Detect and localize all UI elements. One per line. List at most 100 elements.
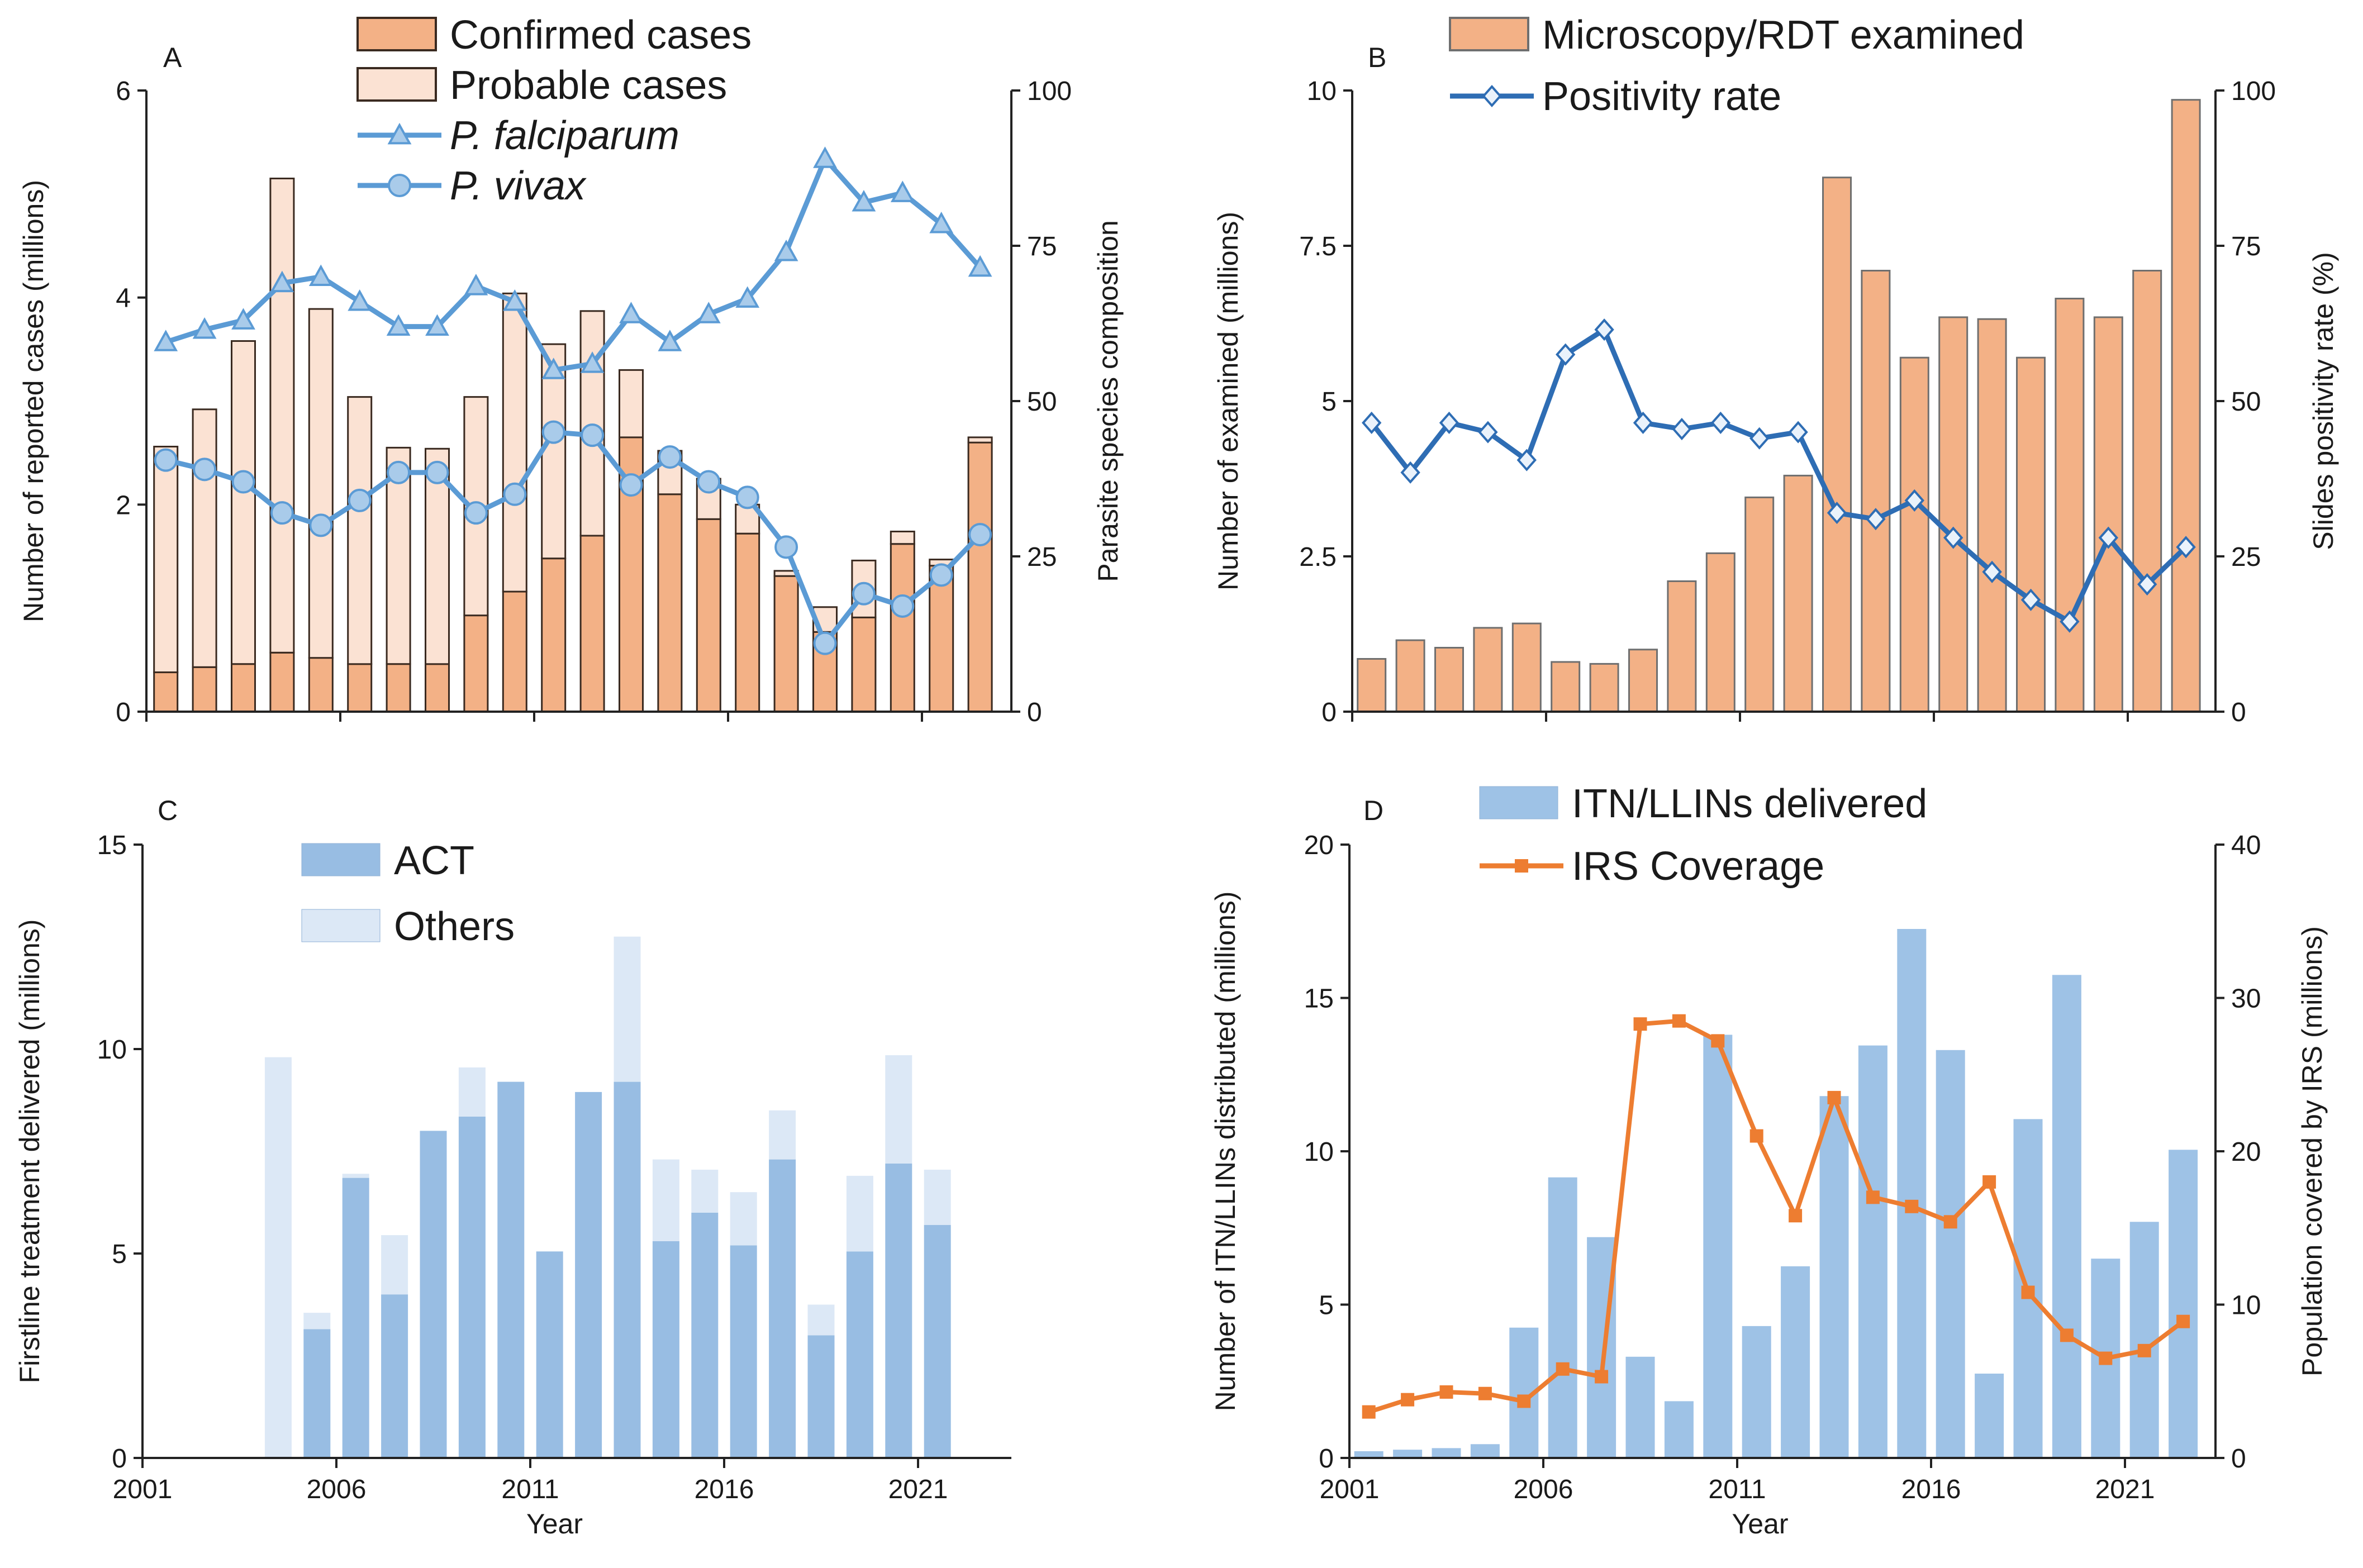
panel-d-right-tick-label: 30	[2231, 984, 2261, 1014]
panel-a-p-falciparum-point	[192, 317, 217, 339]
panel-d-irs-coverage-point	[1982, 1175, 1996, 1189]
panel-b-legend-microscopy-rdt-examined-label: Microscopy/RDT examined	[1542, 13, 2024, 58]
panel-b-positivity-rate-point	[1749, 427, 1770, 450]
panel-b-positivity-rate-point	[2176, 536, 2196, 559]
panel-b-positivity-rate-point	[1710, 411, 1730, 434]
panel-c-act-bar	[458, 1116, 486, 1458]
panel-a-p-falciparum-point	[774, 240, 798, 261]
panel-a-confirmed-cases-bar	[269, 651, 295, 713]
panel-c-others-bar	[769, 1110, 796, 1160]
panel-b-positivity-rate-point	[1827, 502, 1847, 525]
panel-d-x-tick-label: 2021	[2095, 1475, 2155, 1504]
panel-d-left-tick-label: 0	[1319, 1444, 1334, 1474]
panel-a-p-falciparum-point	[231, 308, 255, 330]
panel-c-x-tick-label: 2006	[307, 1475, 367, 1504]
panel-c-act-bar	[614, 1081, 641, 1458]
panel-a-legend-confirmed-cases-label: Confirmed cases	[450, 13, 752, 58]
panel-a-confirmed-cases-bar	[735, 532, 760, 713]
panel-b-right-tick-label: 50	[2231, 387, 2261, 417]
panel-d-itn-llins-delivered-bar	[1548, 1177, 1577, 1458]
panel-c-act-bar	[420, 1131, 447, 1458]
panel-c-x-tick-label: 2001	[113, 1475, 173, 1504]
panel-a-p-vivax-point	[231, 470, 255, 494]
panel-c-others-bar	[342, 1174, 369, 1178]
panel-d-left-tick-label: 10	[1304, 1137, 1334, 1167]
panel-a-confirmed-cases-bar	[696, 518, 721, 713]
panel-a-p-vivax-point	[581, 423, 605, 447]
panel-a-p-vivax-point	[503, 482, 527, 506]
panel-b-left-tick-label: 0	[1321, 698, 1337, 727]
panel-c-others-bar	[885, 1055, 912, 1164]
panel-a-confirmed-cases-bar	[541, 557, 567, 713]
panel-b-microscopy-rdt-examined-bar	[2055, 298, 2085, 713]
panel-a-probable-cases-bar	[502, 292, 527, 593]
panel-d-itn-llins-delivered-bar	[1664, 1401, 1694, 1458]
panel-c-act-bar	[381, 1294, 408, 1458]
panel-d-itn-llins-delivered-bar	[1781, 1266, 1810, 1458]
panel-b-right-tick-label: 0	[2231, 698, 2246, 727]
panel-a-p-vivax-point	[852, 582, 876, 606]
panel-a-p-falciparum-point	[696, 302, 721, 323]
panel-d-itn-llins-delivered-bar	[1393, 1450, 1423, 1458]
panel-a-p-falciparum-point	[735, 286, 760, 308]
panel-d-itn-llins-delivered-bar	[2129, 1222, 2159, 1458]
panel-a-left-tick-label: 6	[116, 77, 131, 106]
panel-a-y-axis-title: Number of reported cases (millions)	[18, 180, 49, 622]
panel-a-probable-cases-bar	[967, 436, 993, 444]
panel-a-probable-cases-bar	[890, 531, 915, 545]
panel-d-irs-coverage-point	[1905, 1199, 1919, 1213]
panel-a-confirmed-cases-bar	[192, 666, 217, 713]
panel-c-act-bar	[652, 1241, 679, 1458]
panel-d-irs-coverage-point	[1401, 1393, 1415, 1407]
panel-a-p-falciparum-point	[425, 314, 449, 336]
panel-b-positivity-rate-point	[1672, 418, 1692, 441]
panel-d-itn-llins-delivered-bar	[1470, 1444, 1500, 1458]
panel-c-left-tick-label: 0	[112, 1444, 127, 1474]
panel-b-positivity-rate-point	[1943, 526, 1963, 549]
panel-b-y-axis-title: Number of examined (millions)	[1213, 212, 1244, 590]
panel-d-irs-coverage-point	[1595, 1370, 1609, 1384]
panel-a-confirmed-cases-bar	[773, 575, 799, 713]
panel-a-p-vivax-point	[813, 631, 837, 655]
panel-c-act-bar	[691, 1212, 719, 1458]
panel-a-probable-cases-bar	[192, 408, 217, 668]
panel-a-legend-probable-cases-label: Probable cases	[450, 63, 727, 108]
panel-d-irs-coverage-point	[1439, 1385, 1453, 1399]
panel-d-legend-irs-coverage-label: IRS Coverage	[1572, 844, 1824, 889]
panel-a-y2-axis-title: Parasite species composition	[1092, 220, 1124, 582]
panel-d-right-tick-label: 40	[2231, 831, 2261, 860]
panel-d-itn-llins-delivered-bar	[1625, 1356, 1655, 1458]
panel-c-x-axis-title: Year	[526, 1508, 583, 1540]
panel-b-microscopy-rdt-examined-bar	[2093, 316, 2123, 713]
panel-b-legend-positivity-rate-label: Positivity rate	[1542, 74, 1781, 119]
panel-b-microscopy-rdt-examined-bar	[1861, 270, 1891, 713]
panel-a-p-vivax-point	[193, 457, 217, 482]
panel-c-letter: C	[158, 795, 178, 826]
panel-a-confirmed-cases-bar	[153, 671, 179, 713]
panel-c-left-tick-label: 5	[112, 1240, 127, 1269]
panel-b-positivity-rate-point	[1982, 560, 2002, 583]
panel-d-irs-coverage-point	[1556, 1362, 1570, 1376]
panel-d-irs-coverage-point	[1672, 1014, 1686, 1028]
panel-a-right-tick-label: 100	[1027, 77, 1072, 106]
panel-a-p-vivax-point	[541, 420, 565, 444]
panel-c-act-bar	[342, 1178, 369, 1458]
panel-a-p-vivax-point	[464, 501, 488, 525]
panel-c-others-bar	[652, 1159, 679, 1241]
panel-d-legend-irs-coverage-marker	[1515, 859, 1528, 873]
panel-b-positivity-rate-point	[2020, 588, 2041, 611]
panel-a-confirmed-cases-bar	[502, 590, 527, 713]
panel-a-probable-cases-bar	[308, 308, 334, 659]
panel-d-y2-axis-title: Population covered by IRS (millions)	[2297, 926, 2328, 1376]
panel-d-itn-llins-delivered-bar	[1897, 929, 1927, 1458]
panel-d-left-tick-label: 5	[1319, 1291, 1334, 1321]
panel-b-left-tick-label: 5	[1321, 387, 1337, 417]
panel-c-x-tick-label: 2021	[888, 1475, 948, 1504]
panel-b-left-tick-label: 2.5	[1299, 542, 1337, 572]
panel-d-legend-itn-llins-delivered-swatch	[1479, 786, 1558, 819]
panel-a-p-falciparum-point	[968, 255, 992, 277]
panel-d-x-tick-label: 2001	[1320, 1475, 1380, 1504]
panel-c-others-bar	[458, 1067, 486, 1117]
panel-a-p-vivax-point	[697, 470, 721, 494]
panel-a-legend-probable-cases-swatch	[356, 67, 437, 102]
